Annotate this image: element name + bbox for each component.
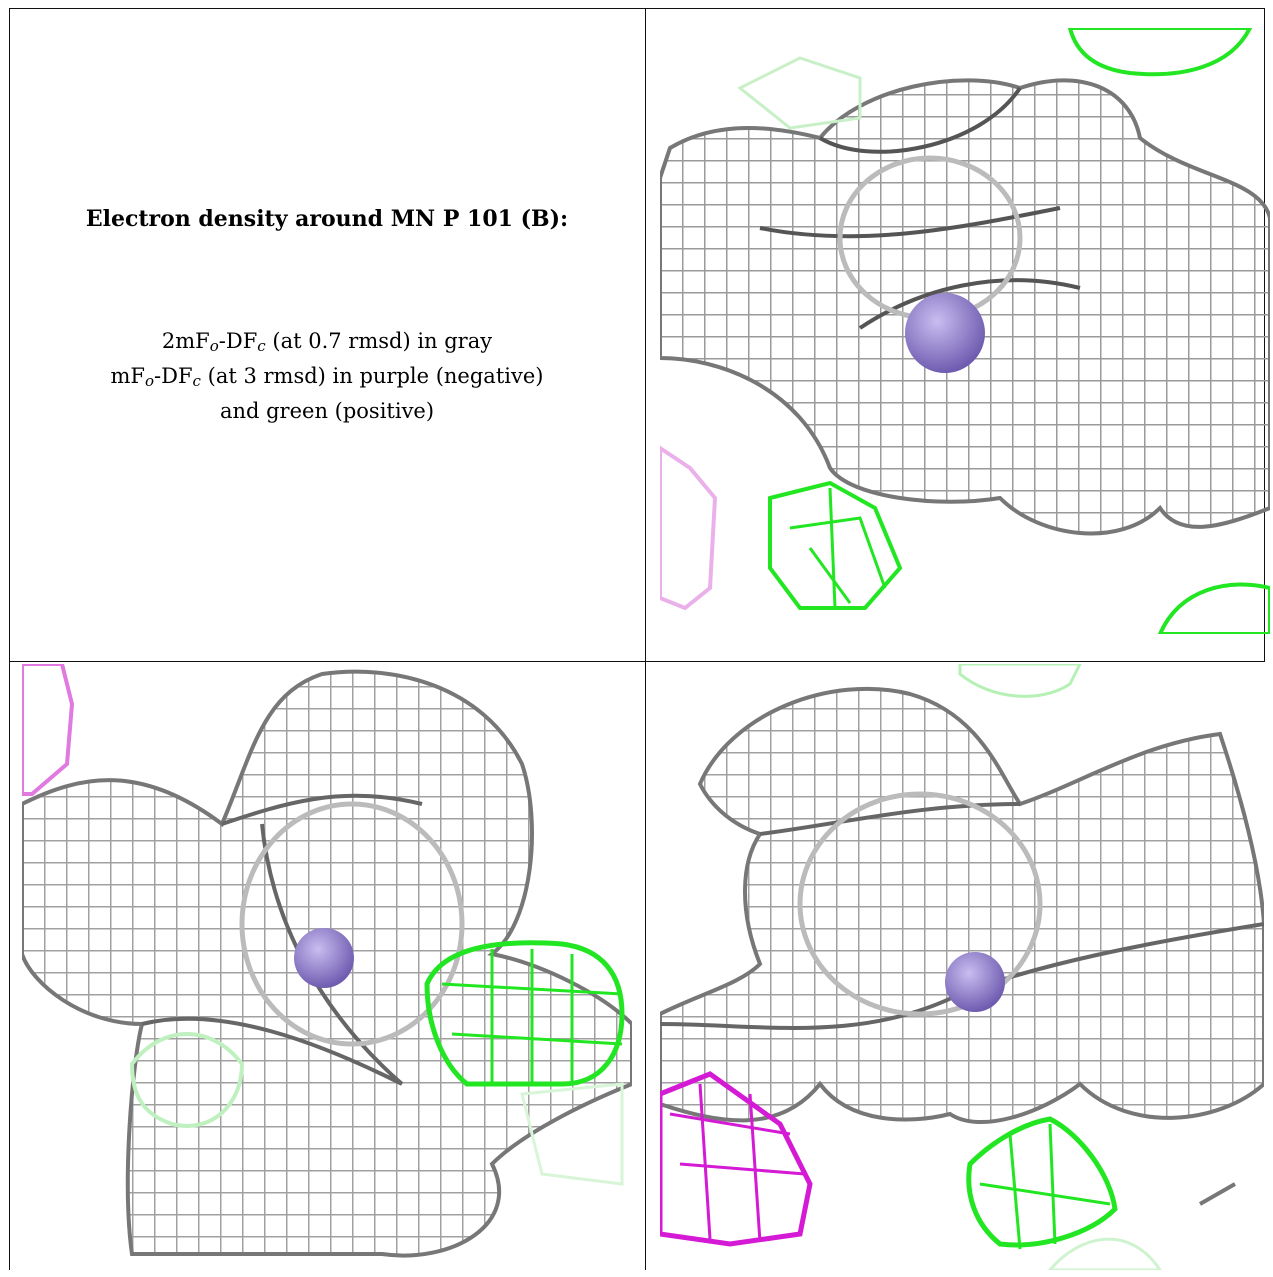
density-view-bottom-left (22, 664, 632, 1270)
positive-density-mesh (424, 940, 625, 1087)
negative-density-mesh (660, 445, 718, 611)
negative-density-mesh (22, 664, 75, 796)
caption-title: Electron density around MN P 101 (B): (85, 206, 569, 232)
mn-atom-sphere (905, 293, 985, 373)
table-border-left (9, 8, 10, 1270)
table-border-top (9, 8, 1265, 9)
positive-density-mesh (966, 1116, 1118, 1248)
caption-cell: Electron density around MN P 101 (B): 2m… (11, 10, 643, 650)
mn-atom-sphere (945, 952, 1005, 1012)
mn-atom-sphere (294, 928, 354, 988)
positive-density-mesh (768, 480, 903, 610)
negative-density-mesh (660, 1071, 813, 1247)
legend-line-difference: mFo-DFc (at 3 rmsd) in purple (negative) (110, 364, 544, 390)
table-border-middle-vertical (645, 8, 646, 1270)
density-view-bottom-right (660, 664, 1264, 1270)
table-border-middle-horizontal (9, 661, 1265, 662)
density-map-1 (660, 28, 1270, 634)
density-map-3 (660, 664, 1264, 1270)
gray-density-mesh (660, 686, 1264, 1124)
legend-line-gray: 2mFo-DFc (at 0.7 rmsd) in gray (161, 329, 493, 355)
density-view-top-right (660, 28, 1270, 634)
caption-legend: 2mFo-DFc (at 0.7 rmsd) in gray mFo-DFc (… (11, 326, 643, 426)
legend-line-positive: and green (positive) (219, 399, 435, 423)
density-map-2 (22, 664, 632, 1258)
